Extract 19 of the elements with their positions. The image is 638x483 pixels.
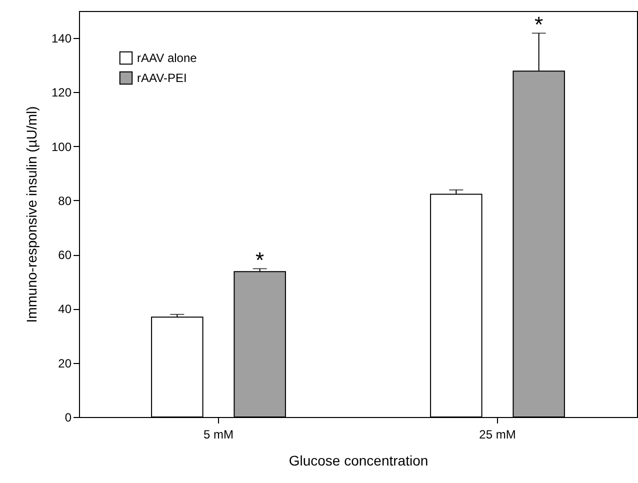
legend-label: rAAV alone <box>137 51 198 65</box>
y-tick-label: 80 <box>58 194 72 208</box>
bar <box>234 271 286 418</box>
legend-label: rAAV-PEI <box>137 71 187 85</box>
y-tick-label: 0 <box>64 410 72 424</box>
y-tick-label: 60 <box>58 248 72 262</box>
y-tick-label: 20 <box>58 356 72 370</box>
y-tick-label: 100 <box>51 140 72 154</box>
x-tick-label: 25 mM <box>479 428 516 442</box>
y-tick-label: 120 <box>51 86 72 100</box>
y-axis-title: Immuno-responsive insulin (µU/ml) <box>23 106 40 323</box>
annotation: * <box>534 12 544 38</box>
y-tick-label: 40 <box>58 302 72 316</box>
annotation: * <box>256 248 265 273</box>
y-tick-label: 140 <box>51 32 72 46</box>
x-tick-label: 5 mM <box>204 428 234 442</box>
x-axis-title: Glucose concentration <box>288 452 428 468</box>
bar <box>151 316 204 418</box>
bar <box>430 194 482 418</box>
